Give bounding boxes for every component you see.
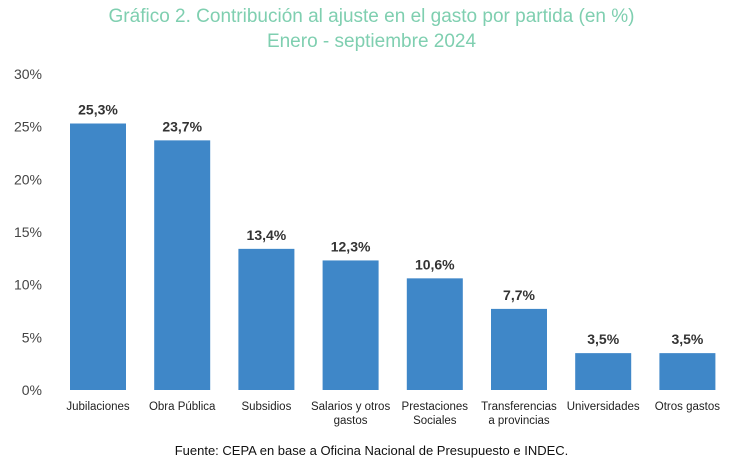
category-label: a provincias — [488, 415, 550, 427]
category-label: Obra Pública — [149, 401, 216, 413]
y-tick-label: 10% — [14, 277, 42, 293]
category-label: Subsidios — [241, 401, 291, 413]
source-note: Fuente: CEPA en base a Oficina Nacional … — [174, 443, 569, 458]
bar — [575, 353, 632, 390]
y-tick-label: 20% — [14, 171, 42, 187]
category-label: Otros gastos — [655, 401, 720, 413]
data-label: 12,3% — [331, 238, 371, 254]
data-label: 10,6% — [415, 256, 455, 272]
category-label: Jubilaciones — [66, 401, 130, 413]
data-label: 3,5% — [671, 331, 703, 347]
y-tick-label: 30% — [14, 66, 42, 82]
data-label: 23,7% — [162, 118, 202, 134]
chart-title: Gráfico 2. Contribución al ajuste en el … — [108, 6, 635, 27]
category-label: gastos — [334, 415, 368, 427]
y-tick-label: 5% — [22, 329, 42, 345]
category-label: Sociales — [413, 415, 457, 427]
bar — [238, 248, 295, 390]
chart-subtitle: Enero - septiembre 2024 — [266, 31, 477, 52]
data-label: 13,4% — [247, 227, 287, 243]
bar — [70, 123, 126, 391]
data-label: 25,3% — [78, 102, 118, 118]
bar — [322, 260, 379, 390]
bar — [154, 140, 211, 390]
bar — [659, 353, 716, 390]
category-label: Universidades — [567, 401, 640, 413]
category-label: Transferencias — [481, 401, 557, 413]
data-label: 7,7% — [503, 287, 535, 303]
bar-chart: 0% 5% 10% 15% 20% 25% 30% 25,3% Jubilaciones 23,7… — [14, 66, 720, 427]
y-tick-label: 25% — [14, 119, 42, 135]
y-tick-label: 0% — [22, 382, 42, 398]
data-label: 3,5% — [587, 331, 619, 347]
category-label: Salarios y otros — [311, 401, 391, 413]
bar — [406, 278, 463, 390]
category-label: Prestaciones — [402, 401, 469, 413]
y-tick-label: 15% — [14, 224, 42, 240]
bar — [491, 308, 547, 390]
